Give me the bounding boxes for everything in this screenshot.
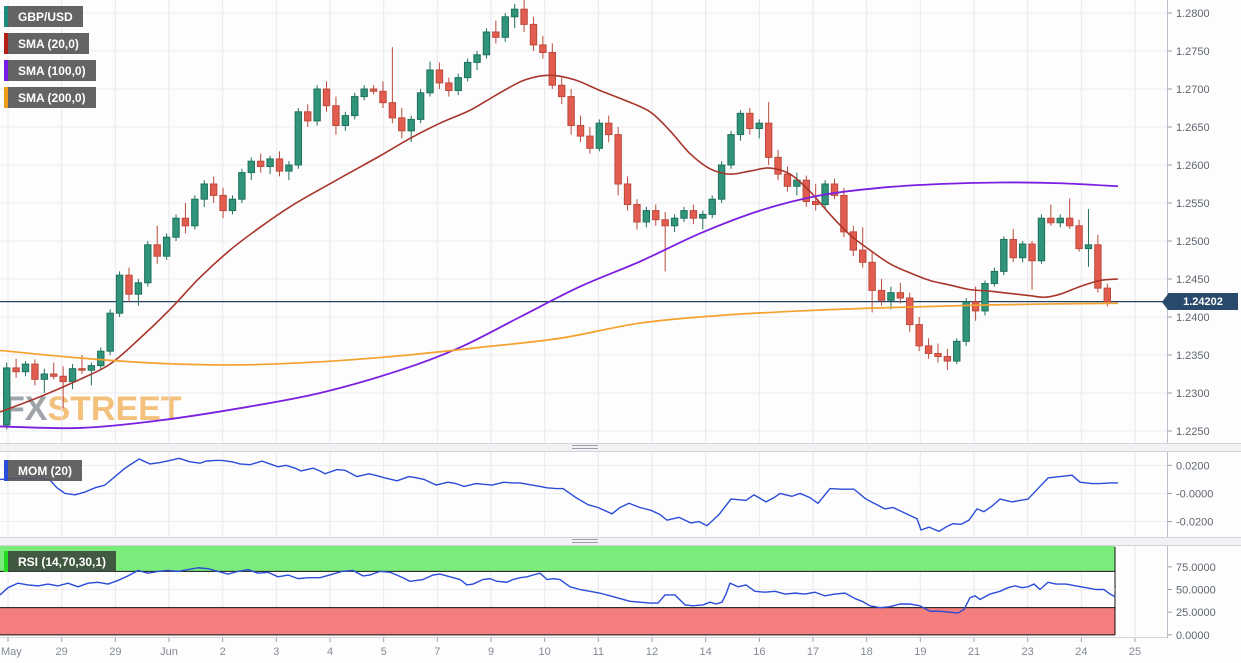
x-axis-tick-label: 14 [700, 646, 712, 658]
y-axis-tick-label: 1.2400 [1176, 312, 1210, 324]
panel-resize-handle-upper[interactable] [0, 443, 1241, 452]
x-axis-tick-label: 29 [109, 646, 121, 658]
y-axis-tick-label: 50.0000 [1176, 585, 1216, 597]
legend-sma200-label: SMA (200,0) [18, 90, 86, 105]
legend-rsi-badge[interactable]: RSI (14,70,30,1) [4, 551, 117, 572]
y-axis-tick-label: 1.2250 [1176, 426, 1210, 438]
y-axis-tick-label: 1.2350 [1176, 350, 1210, 362]
y-axis-tick-label: 1.2550 [1176, 198, 1210, 210]
legend-sma20-label: SMA (20,0) [18, 36, 79, 51]
indicator-line [0, 567, 1116, 614]
x-axis-tick-label: 5 [381, 646, 387, 658]
panel-resize-handle-lower[interactable] [0, 537, 1241, 546]
x-axis-tick-label: 24 [1075, 646, 1087, 658]
legend-sma100-badge[interactable]: SMA (100,0) [4, 60, 96, 81]
y-axis-tick-label: 1.2450 [1176, 274, 1210, 286]
x-axis-tick-label: 21 [968, 646, 980, 658]
y-axis-tick-label: 1.2750 [1176, 46, 1210, 58]
legend-rsi-label: RSI (14,70,30,1) [18, 554, 107, 569]
drag-grip-icon [572, 445, 598, 451]
current-price-value: 1.24202 [1183, 295, 1223, 308]
current-price-label: 1.24202 [1162, 293, 1238, 311]
overlay-sma-20-0- [0, 74, 1119, 413]
series-color-bar [4, 551, 8, 572]
legend-sma200-badge[interactable]: SMA (200,0) [4, 87, 96, 108]
indicator-line [0, 457, 1118, 533]
x-axis-tick-label: 9 [488, 646, 494, 658]
series-color-bar [4, 6, 8, 27]
series-color-bar [4, 87, 8, 108]
x-axis-tick-label: 17 [807, 646, 819, 658]
y-axis-tick-label: -0.0000 [1176, 488, 1213, 500]
x-axis-tick-label: 23 [1022, 646, 1034, 658]
legend-sma100-label: SMA (100,0) [18, 63, 86, 78]
legend-symbol-label: GBP/USD [18, 9, 73, 24]
x-axis-tick-label: Jun [160, 646, 178, 658]
y-axis-tick-label: 1.2800 [1176, 8, 1210, 20]
legend-mom-badge[interactable]: MOM (20) [4, 460, 82, 481]
x-axis-tick-label: 18 [861, 646, 873, 658]
x-axis-tick-label: May [1, 646, 22, 658]
y-axis-tick-label: 1.2300 [1176, 388, 1210, 400]
rsi-zone-oversold [0, 607, 1115, 635]
series-color-bar [4, 460, 8, 481]
drag-grip-icon [572, 539, 598, 545]
x-axis-tick-label: 16 [753, 646, 765, 658]
x-axis-tick-label: 10 [539, 646, 551, 658]
series-color-bar [4, 60, 8, 81]
watermark-street-text: STREET [47, 390, 182, 428]
x-axis-tick-label: 29 [56, 646, 68, 658]
x-axis-tick-label: 12 [646, 646, 658, 658]
y-axis-tick-label: 1.2650 [1176, 122, 1210, 134]
rsi-panel[interactable]: 75.0000 50.0000 25.0000 0.0000 [0, 546, 1216, 642]
y-axis-tick-label: 1.2700 [1176, 84, 1210, 96]
y-axis-tick-label: 25.0000 [1176, 607, 1216, 619]
y-axis-tick-label: 1.2500 [1176, 236, 1210, 248]
y-axis-tick-label: 0.0000 [1176, 630, 1210, 642]
main-chart-panel[interactable]: 1.2800 1.2750 1.2700 1.2650 1.2600 1.2550 1.25… [0, 0, 1210, 443]
x-axis-tick-label: 3 [273, 646, 279, 658]
series-color-bar [4, 33, 8, 54]
overlay-sma-200-0- [0, 302, 1119, 366]
overlay-sma-100-0- [0, 181, 1119, 430]
y-axis-tick-label: 0.0200 [1176, 460, 1210, 472]
y-axis-tick-label: 1.2600 [1176, 160, 1210, 172]
legend-sma20-badge[interactable]: SMA (20,0) [4, 33, 89, 54]
legend-mom-label: MOM (20) [18, 463, 72, 478]
legend-symbol-badge[interactable]: GBP/USD [4, 6, 83, 27]
x-axis-tick-label: 4 [327, 646, 333, 658]
x-axis-tick-label: 25 [1129, 646, 1141, 658]
mom-panel[interactable]: 0.0200 -0.0000 -0.0200 [0, 452, 1213, 537]
x-axis-tick-label: 19 [914, 646, 926, 658]
x-axis-tick-label: 7 [434, 646, 440, 658]
x-axis-tick-label: 2 [220, 646, 226, 658]
y-axis-tick-label: 75.0000 [1176, 562, 1216, 574]
x-axis: May 29 29 Jun 2 3 4 5 7 9 10 11 12 14 16 17 18 19 21 23 24 25 [1, 638, 1141, 658]
x-axis-tick-label: 11 [593, 646, 604, 658]
rsi-zone-overbought [0, 546, 1115, 572]
y-axis-tick-label: -0.0200 [1176, 517, 1213, 529]
